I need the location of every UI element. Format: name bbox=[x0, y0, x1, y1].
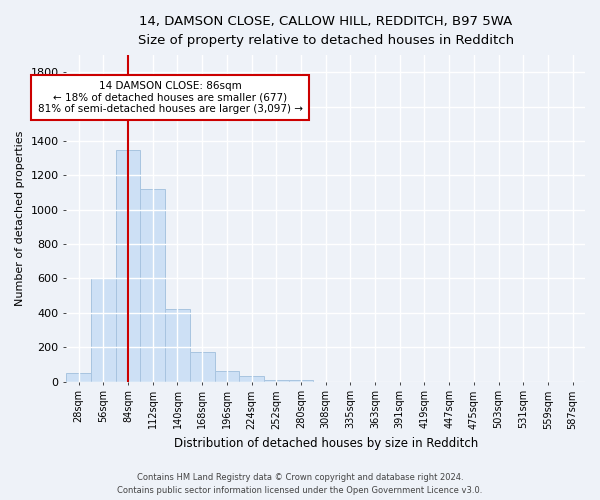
Bar bbox=[190, 352, 215, 382]
Title: 14, DAMSON CLOSE, CALLOW HILL, REDDITCH, B97 5WA
Size of property relative to de: 14, DAMSON CLOSE, CALLOW HILL, REDDITCH,… bbox=[137, 15, 514, 47]
Bar bbox=[289, 380, 313, 382]
X-axis label: Distribution of detached houses by size in Redditch: Distribution of detached houses by size … bbox=[173, 437, 478, 450]
Bar bbox=[116, 150, 140, 382]
Bar bbox=[165, 310, 190, 382]
Bar bbox=[264, 380, 289, 382]
Bar bbox=[140, 189, 165, 382]
Bar bbox=[67, 373, 91, 382]
Text: Contains HM Land Registry data © Crown copyright and database right 2024.
Contai: Contains HM Land Registry data © Crown c… bbox=[118, 474, 482, 495]
Text: 14 DAMSON CLOSE: 86sqm
← 18% of detached houses are smaller (677)
81% of semi-de: 14 DAMSON CLOSE: 86sqm ← 18% of detached… bbox=[38, 81, 302, 114]
Bar bbox=[215, 371, 239, 382]
Bar bbox=[91, 278, 116, 382]
Bar bbox=[239, 376, 264, 382]
Y-axis label: Number of detached properties: Number of detached properties bbox=[15, 130, 25, 306]
